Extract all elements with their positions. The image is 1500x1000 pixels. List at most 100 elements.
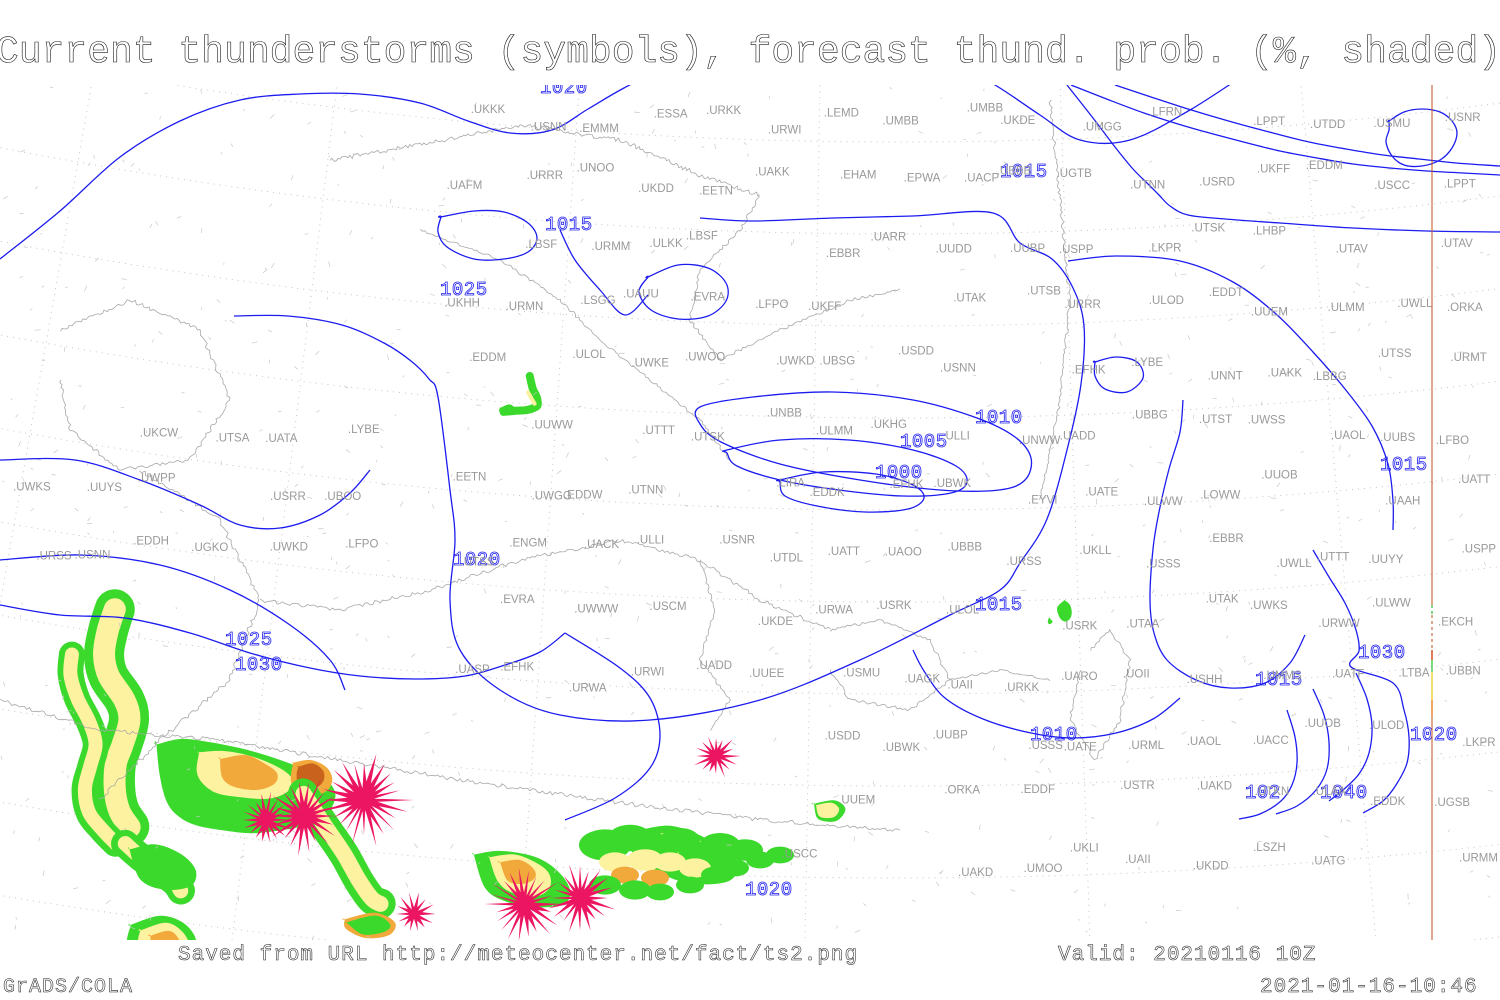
svg-text:.USDD: .USDD <box>825 730 861 742</box>
svg-text:.LBBG: .LBBG <box>1313 371 1347 383</box>
svg-text:.UASP: .UASP <box>455 664 490 676</box>
svg-text:.EDDK: .EDDK <box>810 487 845 499</box>
svg-text:.ULMM: .ULMM <box>816 426 853 438</box>
svg-text:.USRD: .USRD <box>1199 177 1235 189</box>
svg-text:1025: 1025 <box>225 629 273 651</box>
svg-text:.EBBR: .EBBR <box>826 248 861 260</box>
svg-text:.UMOO: .UMOO <box>1024 863 1063 875</box>
svg-text:.LKPR: .LKPR <box>1148 243 1181 255</box>
svg-text:.UAOO: .UAOO <box>885 547 922 559</box>
svg-text:.UBWK: .UBWK <box>883 742 921 754</box>
svg-text:.UTTT: .UTTT <box>642 425 675 437</box>
svg-text:.UWOO: .UWOO <box>685 352 725 364</box>
svg-text:1005: 1005 <box>900 431 948 453</box>
svg-text:.URWA: .URWA <box>569 683 607 695</box>
svg-text:.UKFF: .UKFF <box>808 301 841 313</box>
svg-text:.UMGG: .UMGG <box>1083 121 1122 133</box>
svg-text:.LIRA: .LIRA <box>776 477 805 489</box>
svg-text:.UAII: .UAII <box>947 679 973 691</box>
svg-text:.UKLI: .UKLI <box>1070 842 1099 854</box>
svg-text:.UKDD: .UKDD <box>638 183 674 195</box>
svg-text:.UTST: .UTST <box>1199 414 1232 426</box>
svg-text:.EDDM: .EDDM <box>1306 160 1343 172</box>
svg-text:.UTNN: .UTNN <box>628 485 663 497</box>
svg-text:.UUBP: .UUBP <box>1010 243 1045 255</box>
svg-text:1010: 1010 <box>975 407 1023 429</box>
svg-text:.EBBR: .EBBR <box>1209 533 1244 545</box>
svg-text:.EDDH: .EDDH <box>133 535 169 547</box>
svg-text:.URWA: .URWA <box>815 605 853 617</box>
svg-text:.LBSF: .LBSF <box>686 231 718 243</box>
svg-text:.UTAV: .UTAV <box>1441 238 1473 250</box>
svg-text:1015: 1015 <box>545 214 593 236</box>
svg-text:Valid: 20210116 10Z: Valid: 20210116 10Z <box>1058 944 1316 967</box>
svg-text:.URWW: .URWW <box>1318 618 1359 630</box>
svg-text:.UTAK: .UTAK <box>953 293 986 305</box>
svg-text:.USRK: .USRK <box>876 600 911 612</box>
svg-text:.UBBB: .UBBB <box>948 542 983 554</box>
svg-text:.UKHG: .UKHG <box>871 419 907 431</box>
svg-text:.URML: .URML <box>1128 740 1164 752</box>
svg-text:1015: 1015 <box>1380 454 1428 476</box>
svg-text:.UAKK: .UAKK <box>1268 368 1303 380</box>
svg-text:.LFPO: .LFPO <box>345 538 378 550</box>
svg-text:.UKDD: .UKDD <box>1193 860 1229 872</box>
svg-text:.UAII: .UAII <box>1125 854 1151 866</box>
svg-text:.UWKE: .UWKE <box>631 358 669 370</box>
svg-text:.UGKO: .UGKO <box>191 542 228 554</box>
svg-text:.UBBB: .UBBB <box>997 166 1032 178</box>
svg-text:.UOII: .UOII <box>1123 669 1150 681</box>
svg-text:.USHH: .USHH <box>1187 674 1223 686</box>
svg-text:.USSS: .USSS <box>1146 559 1181 571</box>
svg-text:.EDDM: .EDDM <box>469 352 506 364</box>
svg-text:.UATF: .UATF <box>1332 669 1364 681</box>
svg-text:.UUOB: .UUOB <box>1261 470 1298 482</box>
svg-text:.UWKD: .UWKD <box>776 356 814 368</box>
svg-text:.EVRA: .EVRA <box>691 291 726 303</box>
svg-text:.EFHK: .EFHK <box>1072 364 1106 376</box>
svg-text:.UTSK: .UTSK <box>691 432 725 444</box>
svg-text:.UBOO: .UBOO <box>324 491 361 503</box>
svg-text:.EVRA: .EVRA <box>500 594 535 606</box>
svg-text:.UATA: .UATA <box>265 433 297 445</box>
svg-text:.UATG: .UATG <box>1311 855 1345 867</box>
svg-text:.LOWW: .LOWW <box>1200 489 1240 501</box>
svg-text:.UTAA: .UTAA <box>1126 618 1159 630</box>
svg-text:.UBBN: .UBBN <box>1446 666 1481 678</box>
svg-text:.UAFM: .UAFM <box>447 180 483 192</box>
svg-text:.USNN: .USNN <box>940 362 976 374</box>
svg-text:.URSS: .URSS <box>36 550 71 562</box>
svg-text:.ULOD: .ULOD <box>1369 720 1404 732</box>
svg-text:.UWKS: .UWKS <box>1250 600 1288 612</box>
svg-text:.ULKK: .ULKK <box>649 238 683 250</box>
svg-text:.LBSF: .LBSF <box>525 239 557 251</box>
svg-text:.USCC: .USCC <box>782 849 818 861</box>
svg-text:.LTBA: .LTBA <box>1399 668 1430 680</box>
svg-text:.UACK: .UACK <box>584 539 619 551</box>
svg-text:.UAOL: .UAOL <box>1187 736 1222 748</box>
svg-text:.UUYY: .UUYY <box>1368 554 1403 566</box>
svg-text:.UARO: .UARO <box>1061 671 1097 683</box>
svg-text:.LPPT: .LPPT <box>1444 179 1476 191</box>
svg-text:.EETN: .EETN <box>699 186 733 198</box>
svg-text:1015: 1015 <box>975 594 1023 616</box>
svg-text:.UADD: .UADD <box>696 660 732 672</box>
svg-text:.UATT: .UATT <box>1458 474 1490 486</box>
svg-text:.LHBP: .LHBP <box>1253 225 1287 237</box>
svg-text:.UWWW: .UWWW <box>574 603 618 615</box>
svg-text:.USPP: .USPP <box>1059 244 1094 256</box>
svg-text:.UUYS: .UUYS <box>87 482 122 494</box>
svg-text:.UTAK: .UTAK <box>1206 594 1239 606</box>
svg-text:.URSS: .URSS <box>1006 556 1041 568</box>
svg-text:.ULWW: .ULWW <box>1372 597 1411 609</box>
svg-text:Saved from URL http://meteocen: Saved from URL http://meteocenter.net/fa… <box>178 944 858 967</box>
svg-text:.UTAV: .UTAV <box>1336 244 1368 256</box>
svg-text:.UAOL: .UAOL <box>1331 430 1366 442</box>
svg-text:.USNN: .USNN <box>531 122 567 134</box>
svg-text:.EKCH: .EKCH <box>1438 617 1473 629</box>
svg-text:.UNOO: .UNOO <box>577 163 615 175</box>
svg-text:.URMM: .URMM <box>591 241 630 253</box>
svg-text:.USRR: .USRR <box>270 491 306 503</box>
svg-text:.UKDE: .UKDE <box>758 616 793 628</box>
svg-text:.UUWW: .UUWW <box>531 420 573 432</box>
